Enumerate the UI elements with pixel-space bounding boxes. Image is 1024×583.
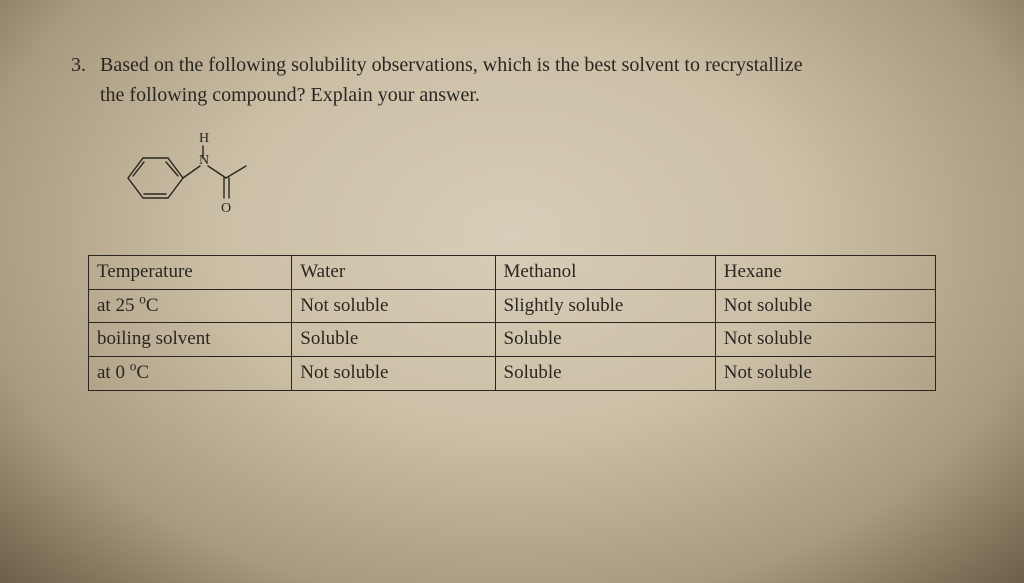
question-line-2: the following compound? Explain your ans… — [100, 84, 480, 106]
cell-methanol: Soluble — [495, 356, 715, 390]
col-header-temperature: Temperature — [89, 256, 292, 290]
cell-hexane: Not soluble — [715, 356, 935, 390]
cell-hexane: Not soluble — [715, 289, 935, 323]
col-header-hexane: Hexane — [715, 256, 935, 290]
table-header-row: Temperature Water Methanol Hexane — [89, 256, 936, 290]
cell-water: Not soluble — [292, 289, 495, 323]
col-header-water: Water — [292, 256, 495, 290]
question-number: 3. — [60, 50, 86, 80]
atom-label-n: N — [199, 153, 209, 168]
cell-methanol: Slightly soluble — [495, 289, 715, 323]
col-header-methanol: Methanol — [495, 256, 715, 290]
cell-water: Soluble — [292, 323, 495, 357]
chemical-structure: H N O — [108, 128, 994, 233]
worksheet-page: 3. Based on the following solubility obs… — [30, 50, 994, 391]
table-row: boiling solvent Soluble Soluble Not solu… — [89, 323, 936, 357]
cell-hexane: Not soluble — [715, 323, 935, 357]
cell-water: Not soluble — [292, 356, 495, 390]
atom-label-h: H — [199, 131, 209, 146]
table-row: at 25 oC Not soluble Slightly soluble No… — [89, 289, 936, 323]
cell-methanol: Soluble — [495, 323, 715, 357]
molecule-svg: H N O — [108, 128, 288, 228]
cell-temperature: at 0 oC — [89, 356, 292, 390]
question-block: 3. Based on the following solubility obs… — [30, 50, 994, 110]
table-row: at 0 oC Not soluble Soluble Not soluble — [89, 356, 936, 390]
question-line-1: Based on the following solubility observ… — [100, 54, 803, 76]
question-text: Based on the following solubility observ… — [100, 50, 803, 110]
solubility-table: Temperature Water Methanol Hexane at 25 … — [88, 255, 936, 391]
solubility-table-wrap: Temperature Water Methanol Hexane at 25 … — [88, 255, 936, 391]
cell-temperature: boiling solvent — [89, 323, 292, 357]
atom-label-o: O — [221, 201, 231, 216]
cell-temperature: at 25 oC — [89, 289, 292, 323]
